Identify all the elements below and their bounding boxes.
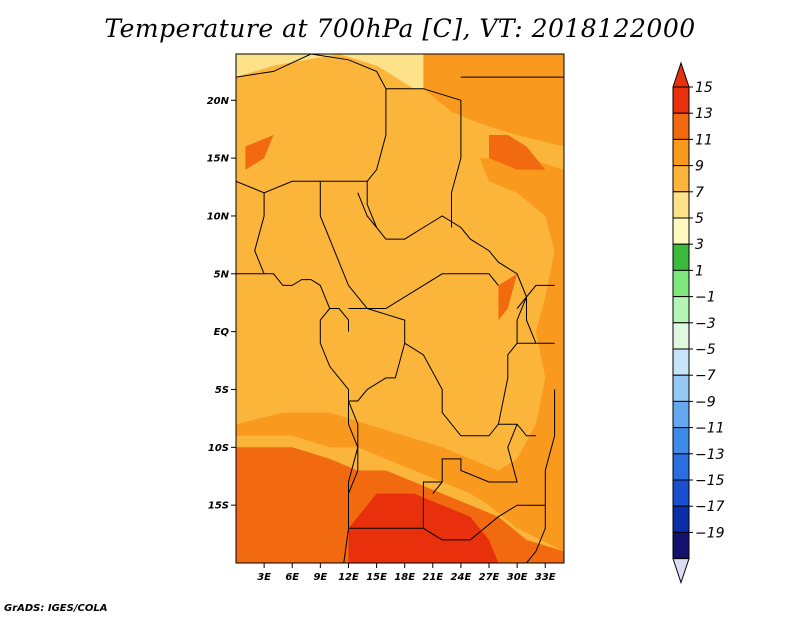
colorbar-swatch [672,374,690,402]
grads-credit: GrADS: IGES/COLA [4,603,108,614]
lon-tick-label: 3E [257,572,271,583]
lon-tick-label: 6E [285,572,299,583]
border-line [236,180,321,194]
lat-tick-label: 5N [214,269,230,280]
colorbar-swatch [672,322,690,350]
colorbar-label: 3 [695,237,704,253]
lat-tick-label: 10N [207,211,230,222]
latitude-axis: 20N 15N 10N 5N EQ 5S 10S 15S [207,96,236,512]
colorbar-swatch [672,191,690,219]
colorbar-label: 11 [695,132,713,148]
colorbar: 15 13 11 9 7 5 3 1 −1 −3 −5 −7 −9 −11 −13 −15 −17 −19 [672,61,725,585]
border-line [469,504,546,541]
colorbar-swatch [672,165,690,193]
colorbar-swatch [672,138,690,167]
border-line [329,308,349,332]
map-area [236,54,564,563]
colorbar-top-arrow [672,61,690,88]
colorbar-label: 7 [695,185,704,201]
colorbar-label: −19 [695,525,725,541]
border-line [422,424,518,529]
colorbar-swatch [672,531,690,560]
colorbar-swatch [672,296,690,324]
colorbar-swatch [672,217,690,245]
lon-tick-label: 24E [451,572,472,583]
lon-tick-label: 9E [313,572,327,583]
border-line [498,423,536,437]
colorbar-swatch [672,243,690,271]
lon-tick-label: 33E [535,572,556,583]
lat-tick-label: 15S [208,501,229,512]
colorbar-swatch [672,400,690,429]
lon-tick-label: 21E [422,572,443,583]
map-frame [235,53,565,564]
colorbar-swatch [672,348,690,376]
lon-tick-label: 12E [338,572,359,583]
colorbar-label: 1 [695,263,704,279]
lat-tick-label: 5S [215,385,229,396]
colorbar-label: 15 [695,80,713,96]
colorbar-swatch [672,112,690,140]
border-line [404,296,527,437]
colorbar-label: 9 [695,159,704,175]
colorbar-label: −15 [695,473,725,489]
border-line [310,54,387,89]
colorbar-label: 5 [695,211,704,227]
fill-region-9-11 [236,158,564,552]
colorbar-swatch [672,479,690,507]
lon-tick-label: 15E [366,572,387,583]
chart-title: Temperature at 700hPa [C], VT: 201812200… [104,14,696,43]
border-line [526,505,546,563]
lon-tick-label: 18E [394,572,415,583]
fill-region-11-13 [498,273,518,321]
colorbar-label: −17 [695,499,725,515]
colorbar-label: −9 [695,394,716,410]
lon-tick-label: 27E [479,572,500,583]
country-borders [236,54,564,563]
colorbar-label: −5 [695,342,716,358]
border-line [451,100,462,228]
colorbar-bottom-arrow [672,558,690,585]
lat-tick-label: 15N [207,154,230,165]
border-line [236,54,312,78]
lat-tick-label: EQ [214,327,230,338]
colorbar-label: −1 [695,290,716,306]
lat-tick-label: 10S [208,443,229,454]
colorbar-label: −3 [695,316,716,332]
border-line [254,192,265,274]
colorbar-label: −7 [695,368,716,384]
lat-tick-label: 20N [207,96,230,107]
fill-region-11-13 [245,135,274,170]
fill-region-5-7 [236,54,461,89]
border-line [385,88,462,101]
colorbar-label: −11 [695,421,725,437]
colorbar-label: 13 [695,106,713,122]
colorbar-label: −13 [695,447,725,463]
colorbar-swatch [672,86,690,114]
colorbar-swatch [672,453,690,481]
border-line [357,192,377,228]
lon-tick-label: 30E [507,572,528,583]
colorbar-swatch [672,269,690,298]
border-line [348,308,406,402]
border-line [516,284,555,309]
border-line [366,88,537,344]
border-line [432,481,443,494]
border-line [544,389,556,506]
border-line [319,181,499,309]
fill-region-11-13 [489,135,546,170]
longitude-axis: 3E 6E 9E 12E 15E 18E 21E 24E 27E 30E 33E [257,563,556,583]
colorbar-swatch [672,427,690,455]
colorbar-swatch [672,505,690,533]
border-line [236,273,359,563]
